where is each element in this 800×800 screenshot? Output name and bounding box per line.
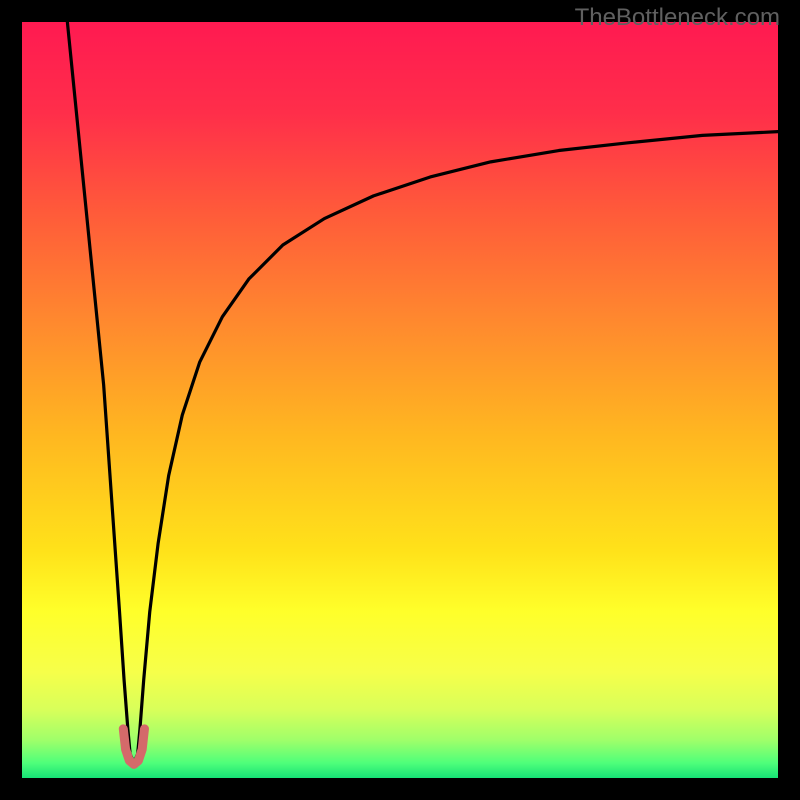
watermark-label: TheBottleneck.com [575,4,780,32]
chart-plot-area [22,22,778,778]
gradient-background [22,22,778,778]
chart-svg [22,22,778,778]
